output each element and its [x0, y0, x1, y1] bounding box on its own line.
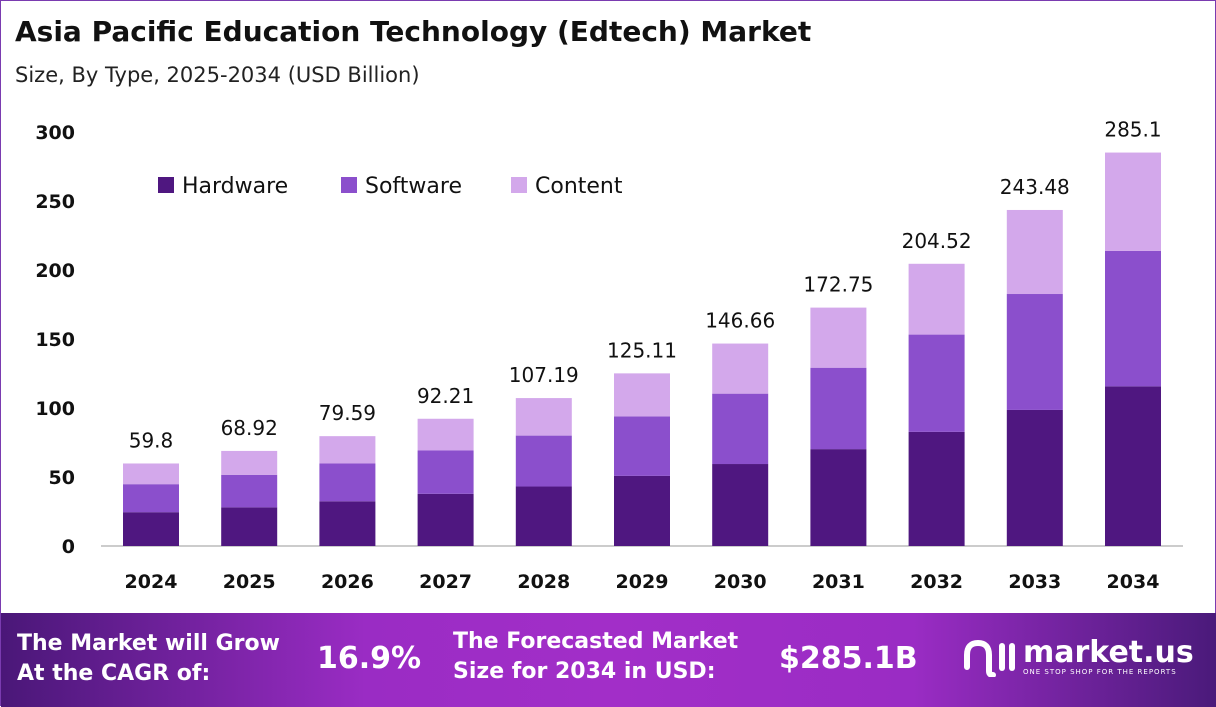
cagr-label: The Market will Grow At the CAGR of:	[17, 629, 280, 689]
bar-segment-content	[1006, 209, 1063, 295]
bar-segment-hardware	[417, 493, 474, 546]
total-label: 285.1	[1104, 118, 1161, 142]
cagr-label-line2: At the CAGR of:	[17, 661, 211, 686]
footer-banner: The Market will Grow At the CAGR of: 16.…	[1, 613, 1216, 707]
x-tick-label: 2031	[812, 571, 865, 593]
y-tick-label: 0	[62, 536, 75, 558]
bar-segment-software	[810, 367, 867, 450]
cagr-value: 16.9%	[317, 641, 422, 676]
legend-swatch	[511, 177, 527, 193]
bar-segment-software	[614, 416, 670, 476]
bar-segment-content	[319, 436, 376, 464]
bar-segment-content	[614, 373, 670, 417]
bar-segment-software	[319, 463, 376, 502]
cagr-label-line1: The Market will Grow	[17, 631, 280, 656]
total-label: 107.19	[509, 363, 579, 387]
bar-segment-content	[123, 463, 179, 485]
y-tick-label: 100	[35, 398, 75, 420]
bar-segment-hardware	[1006, 409, 1063, 546]
bar-segment-hardware	[1105, 386, 1161, 546]
bar-segment-software	[515, 435, 572, 487]
chart-subtitle: Size, By Type, 2025-2034 (USD Billion)	[15, 63, 420, 87]
logo-tagline: ONE STOP SHOP FOR THE REPORTS	[1023, 668, 1177, 676]
x-tick-label: 2034	[1107, 571, 1160, 593]
bar-segment-content	[810, 307, 867, 368]
total-label: 243.48	[1000, 175, 1070, 199]
bar-segment-software	[221, 474, 278, 508]
y-tick-label: 200	[35, 260, 75, 282]
x-tick-label: 2032	[910, 571, 963, 593]
bar-segment-software	[1105, 250, 1161, 387]
bar-segment-content	[221, 450, 278, 475]
market-us-logo: market.us ONE STOP SHOP FOR THE REPORTS	[961, 637, 1194, 677]
x-tick-label: 2030	[714, 571, 767, 593]
x-tick-label: 2029	[616, 571, 669, 593]
bar-segment-content	[417, 418, 474, 451]
bar-segment-hardware	[810, 449, 867, 546]
bar-segment-hardware	[908, 431, 965, 546]
forecast-value: $285.1B	[779, 641, 918, 676]
total-label: 204.52	[902, 229, 972, 253]
bar-segment-hardware	[123, 512, 179, 546]
logo-name: market.us	[1023, 635, 1194, 670]
total-label: 68.92	[221, 416, 278, 440]
y-tick-label: 50	[49, 467, 75, 489]
x-tick-label: 2033	[1008, 571, 1061, 593]
y-tick-label: 250	[35, 191, 75, 213]
bar-segment-content	[1105, 152, 1161, 251]
x-tick-label: 2026	[321, 571, 374, 593]
bar-segment-software	[417, 450, 474, 494]
y-tick-label: 300	[35, 122, 75, 144]
bar-segment-software	[123, 484, 179, 513]
legend-label: Content	[535, 174, 623, 199]
stacked-bar-chart: 0 50 100 150 200 250 300 59.8 2024 68.92 2025 79.59…	[35, 118, 1183, 593]
bar-segment-software	[1006, 294, 1063, 410]
total-label: 92.21	[417, 384, 474, 408]
forecast-label-line2: Size for 2034 in USD:	[453, 659, 716, 684]
legend-swatch	[158, 177, 174, 193]
y-tick-label: 150	[35, 329, 75, 351]
logo-icon	[964, 639, 1015, 677]
bar-segment-hardware	[221, 507, 278, 546]
bar-segment-hardware	[712, 464, 769, 546]
bar-segment-software	[712, 393, 769, 465]
bar-segment-content	[908, 263, 965, 335]
legend-label: Software	[365, 174, 462, 199]
x-tick-label: 2028	[517, 571, 570, 593]
bar-segment-hardware	[515, 486, 572, 546]
total-label: 146.66	[705, 309, 775, 333]
x-tick-label: 2027	[419, 571, 472, 593]
total-label: 79.59	[319, 401, 376, 425]
chart-title: Asia Pacific Education Technology (Edtec…	[15, 15, 812, 48]
x-tick-label: 2025	[223, 571, 276, 593]
legend-label: Hardware	[182, 174, 288, 199]
total-label: 172.75	[803, 273, 873, 297]
bar-segment-content	[515, 398, 572, 436]
x-tick-label: 2024	[125, 571, 178, 593]
bar-segment-hardware	[319, 501, 376, 546]
legend-swatch	[341, 177, 357, 193]
bar-segment-content	[712, 343, 769, 394]
forecast-label-line1: The Forecasted Market	[453, 629, 739, 654]
bar-segment-hardware	[614, 475, 670, 546]
forecast-label: The Forecasted Market Size for 2034 in U…	[453, 627, 738, 687]
bar-segment-software	[908, 334, 965, 432]
total-label: 125.11	[607, 338, 677, 362]
total-label: 59.8	[129, 428, 174, 452]
